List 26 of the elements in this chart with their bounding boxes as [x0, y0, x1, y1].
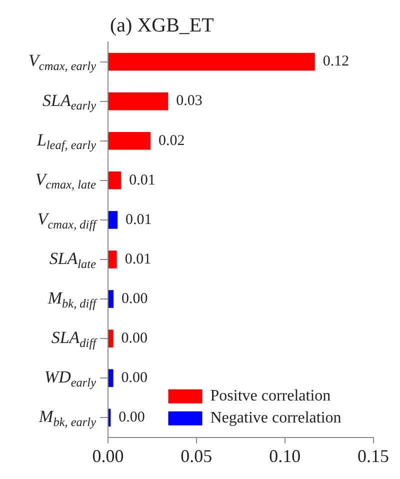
- x-tick-label: 0.00: [92, 446, 124, 466]
- bar: [108, 330, 114, 348]
- bar: [108, 52, 315, 71]
- bar: [108, 132, 150, 150]
- data-label: 0.03: [176, 93, 202, 110]
- chart-title: (a) XGB_ET: [110, 14, 214, 36]
- x-tick-label: 0.05: [180, 446, 212, 466]
- bar: [108, 369, 114, 387]
- bar: [108, 171, 122, 190]
- bar: [108, 92, 168, 110]
- data-label: 0.02: [158, 132, 185, 149]
- data-label: 0.00: [121, 370, 148, 386]
- bar: [108, 250, 117, 268]
- legend-label: Positve correlation: [210, 388, 331, 405]
- x-tick-label: 0.10: [269, 446, 301, 466]
- legend-label: Negative correlation: [210, 410, 342, 427]
- data-label: 0.01: [126, 212, 152, 228]
- data-label: 0.00: [121, 290, 148, 307]
- bar: [108, 211, 118, 229]
- data-label: 0.00: [118, 410, 145, 426]
- x-tick-label: 0.15: [358, 446, 389, 466]
- data-label: 0.12: [322, 54, 350, 70]
- data-label: 0.01: [129, 172, 156, 188]
- data-label: 0.00: [121, 330, 148, 346]
- bar: [108, 290, 114, 308]
- data-label: 0.01: [124, 251, 152, 268]
